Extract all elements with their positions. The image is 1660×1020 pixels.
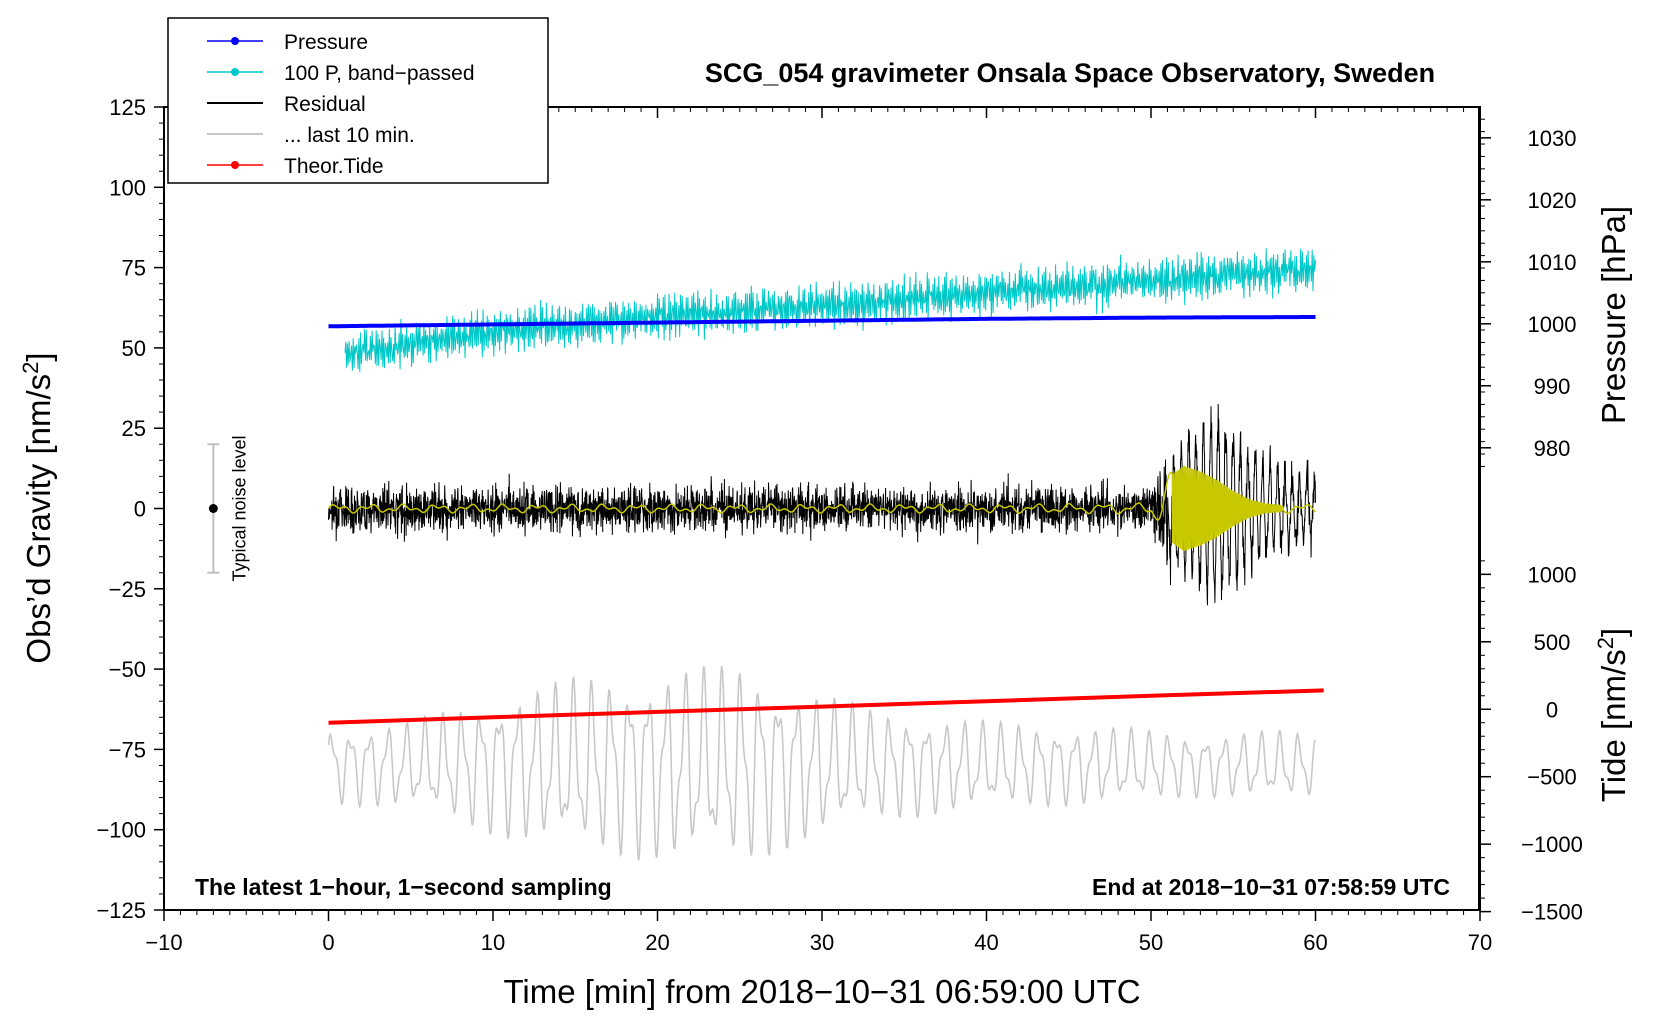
legend-label: 100 P, band−passed: [284, 62, 475, 85]
noise-indicator: Typical noise level: [207, 435, 249, 582]
y-left-tick-label: −100: [96, 818, 146, 843]
y-left-tick-label: 50: [122, 336, 146, 361]
tide-tick-label: 500: [1534, 630, 1571, 655]
pressure-tick-label: 1000: [1528, 312, 1577, 337]
x-tick-label: 60: [1303, 930, 1327, 955]
series-last-10-min: [327, 665, 1317, 861]
tide-tick-label: −500: [1527, 765, 1577, 790]
legend-label: Pressure: [284, 31, 368, 54]
annotation-sampling: The latest 1−hour, 1−second sampling: [195, 874, 612, 900]
x-tick-label: 70: [1468, 930, 1492, 955]
tide-axis-title-sup: 2: [1593, 637, 1618, 649]
pressure-tick-label: 1010: [1528, 250, 1577, 275]
noise-center-dot: [208, 504, 218, 513]
tide-tick-label: −1500: [1521, 900, 1583, 925]
x-tick-label: 20: [645, 930, 669, 955]
right-axis-ticks: 1030 1020 1010 1000 990 980 1000 500 0 −500 −1000 −…: [1480, 118, 1583, 925]
tide-axis-title: Tide [nm/s2]: [1593, 628, 1632, 802]
legend-marker: [231, 37, 239, 45]
left-axis-title-end: ]: [20, 352, 57, 361]
legend-label: Residual: [284, 93, 366, 116]
y-left-tick-label: 75: [122, 256, 146, 281]
legend-box: [167, 17, 549, 184]
x-tick-label: 10: [481, 930, 505, 955]
series-layer: [327, 248, 1324, 861]
series-residual: [328, 403, 1316, 606]
left-axis-title: Obs’d Gravity [nm/s2]: [18, 352, 57, 663]
x-axis-title: Time [min] from 2018−10−31 06:59:00 UTC: [503, 973, 1140, 1010]
pressure-tick-label: 980: [1534, 436, 1571, 461]
pressure-tick-label: 1020: [1528, 188, 1577, 213]
pressure-tick-label: 990: [1534, 374, 1571, 399]
series-theoretical-tide: [328, 688, 1324, 725]
legend-label: Theor.Tide: [284, 155, 384, 178]
x-tick-label: 40: [974, 930, 998, 955]
y-left-tick-label: 0: [134, 497, 146, 522]
tide-tick-label: 1000: [1528, 562, 1577, 587]
y-left-tick-label: 125: [109, 95, 146, 120]
left-axis-ticks: 125 100 75 50 25 0 −25 −50 −75 −100 −125: [96, 95, 164, 923]
tide-axis-title-end: ]: [1595, 628, 1632, 637]
tide-axis-title-main: Tide [nm/s: [1595, 649, 1632, 802]
y-left-tick-label: −50: [109, 657, 146, 682]
noise-label: Typical noise level: [229, 435, 249, 581]
x-axis-ticks: −10 0 10 20 30 40 50 60 70: [145, 107, 1492, 955]
legend: Pressure 100 P, band−passed Residual ... la…: [167, 17, 549, 184]
legend-label: ... last 10 min.: [284, 124, 415, 147]
tide-tick-label: −1000: [1521, 832, 1583, 857]
legend-marker: [231, 68, 239, 76]
y-left-tick-label: −75: [109, 737, 146, 762]
pressure-tick-label: 1030: [1528, 126, 1577, 151]
pressure-axis-title: Pressure [hPa]: [1595, 206, 1632, 424]
series-pressure: [328, 315, 1316, 329]
tide-tick-label: 0: [1546, 697, 1558, 722]
series-smoothed-residual: [327, 465, 1316, 552]
x-tick-label: −10: [145, 930, 182, 955]
y-left-tick-label: 25: [122, 416, 146, 441]
x-tick-label: 0: [322, 930, 334, 955]
annotation-end-time: End at 2018−10−31 07:58:59 UTC: [1092, 874, 1450, 900]
series-100p-band-passed: [344, 248, 1316, 373]
left-axis-title-main: Obs’d Gravity [nm/s: [20, 374, 57, 664]
legend-marker: [231, 161, 239, 169]
x-tick-label: 30: [810, 930, 834, 955]
y-left-tick-label: −125: [96, 898, 146, 923]
x-tick-label: 50: [1139, 930, 1163, 955]
left-axis-title-sup: 2: [18, 362, 43, 374]
chart-title: SCG_054 gravimeter Onsala Space Observat…: [705, 58, 1435, 88]
y-left-tick-label: 100: [109, 175, 146, 200]
y-left-tick-label: −25: [109, 577, 146, 602]
